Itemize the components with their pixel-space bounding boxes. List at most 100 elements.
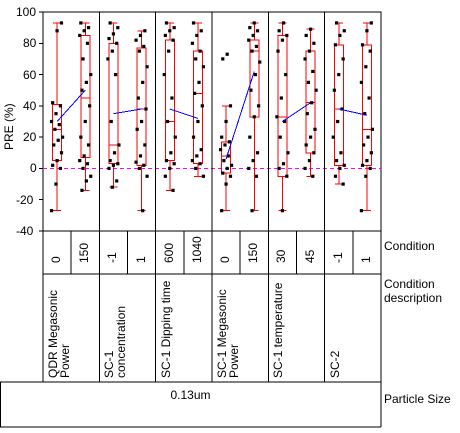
data-point — [171, 188, 175, 192]
data-point — [222, 159, 226, 163]
data-point — [80, 88, 84, 92]
data-point — [333, 174, 338, 178]
data-point — [191, 135, 196, 139]
data-point — [107, 36, 111, 41]
data-point — [143, 143, 147, 147]
data-point — [89, 174, 93, 178]
data-point — [115, 179, 119, 183]
data-point — [172, 26, 176, 30]
mean-connect-line — [282, 102, 311, 122]
data-point — [60, 135, 65, 139]
data-point — [58, 104, 62, 108]
y-tick-label: 40 — [23, 98, 37, 113]
data-point — [108, 159, 112, 163]
data-point — [229, 163, 234, 167]
box-iqr — [164, 39, 175, 162]
data-point — [363, 112, 367, 116]
condition-row-label: Condition — [384, 239, 435, 253]
data-point — [277, 29, 281, 33]
y-axis-title: PRE (%) — [2, 103, 16, 150]
data-point — [366, 135, 370, 139]
data-point — [116, 162, 120, 166]
data-point — [364, 65, 368, 69]
data-point — [255, 151, 260, 155]
data-point — [51, 163, 55, 167]
data-point — [228, 174, 233, 178]
data-point — [116, 26, 120, 30]
condition-description: SC-2 — [327, 350, 342, 378]
data-point — [225, 166, 229, 171]
data-point — [221, 171, 225, 175]
data-point — [365, 29, 369, 33]
data-point — [275, 115, 279, 119]
data-point — [58, 166, 62, 171]
data-point — [55, 159, 59, 163]
data-point — [114, 72, 118, 77]
data-point — [138, 154, 143, 158]
data-point — [145, 174, 149, 178]
data-point — [168, 29, 172, 33]
data-point — [250, 209, 254, 213]
data-point — [360, 43, 365, 47]
data-point — [78, 159, 82, 163]
data-point — [227, 140, 231, 144]
condition-description: QDR Megasonic Power — [46, 289, 72, 378]
data-point — [51, 101, 55, 105]
data-point — [110, 49, 114, 53]
data-point — [195, 33, 199, 38]
box-iqr — [333, 44, 344, 166]
data-point — [170, 96, 174, 100]
data-point — [194, 57, 198, 61]
data-point — [201, 65, 206, 69]
data-point — [307, 49, 312, 53]
description-row-label: Condition description — [384, 277, 443, 305]
y-tick-label: 60 — [23, 67, 37, 82]
data-point — [198, 49, 202, 53]
data-point — [286, 151, 290, 155]
data-point — [144, 107, 148, 111]
data-point — [117, 143, 121, 147]
data-point — [220, 209, 224, 213]
data-point — [201, 174, 206, 178]
data-point — [168, 166, 172, 171]
box-iqr — [361, 44, 372, 166]
data-point — [173, 135, 177, 139]
data-point — [79, 135, 83, 139]
mean-connect-line — [169, 108, 199, 119]
data-point — [285, 174, 289, 178]
y-tick-label: -20 — [16, 192, 34, 207]
data-point — [251, 159, 255, 163]
data-point — [308, 27, 313, 31]
data-point — [314, 88, 318, 92]
data-point — [340, 107, 344, 111]
data-point — [54, 112, 58, 116]
data-point — [110, 185, 114, 189]
y-tick-label: 0 — [30, 161, 37, 176]
data-point — [56, 138, 60, 142]
data-point — [250, 49, 254, 53]
data-point — [59, 21, 64, 25]
data-point — [84, 80, 88, 84]
data-point — [142, 163, 146, 167]
data-point — [138, 33, 143, 38]
condition-label: 45 — [302, 249, 317, 263]
data-point — [197, 80, 201, 84]
data-point — [308, 135, 313, 139]
data-point — [80, 188, 84, 192]
data-point — [365, 159, 369, 163]
condition-label: 0 — [218, 256, 233, 263]
condition-description: SC-1 concentration — [102, 305, 129, 378]
data-point — [52, 143, 56, 147]
data-point — [368, 49, 372, 53]
data-point — [59, 151, 64, 155]
data-point — [303, 57, 307, 61]
condition-label: 150 — [77, 242, 92, 263]
box-iqr — [80, 34, 91, 158]
data-point — [248, 135, 252, 139]
data-point — [332, 88, 336, 92]
data-point — [49, 209, 54, 213]
data-point — [82, 29, 86, 33]
data-point — [331, 135, 335, 139]
condition-label: 150 — [246, 242, 261, 263]
